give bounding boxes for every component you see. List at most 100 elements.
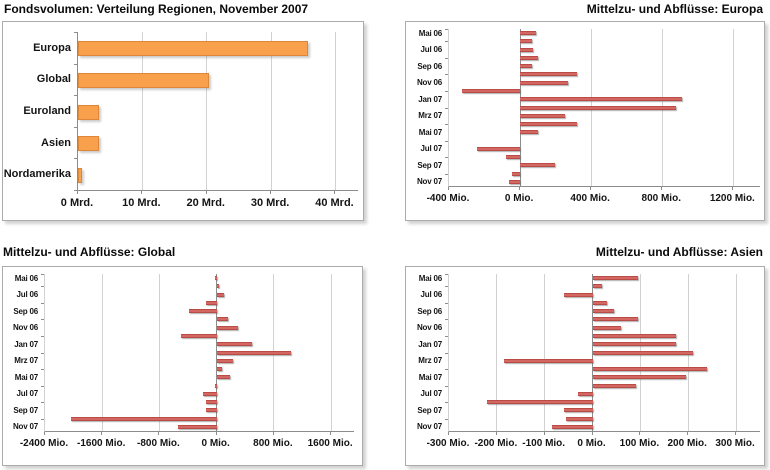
x-axis-tick-label: -800 Mio. — [137, 438, 180, 449]
x-axis-tick-mark — [77, 191, 78, 194]
y-axis-tick-mark — [445, 29, 448, 30]
x-axis-tick-mark — [448, 432, 449, 435]
plot-area — [448, 29, 760, 187]
y-axis-category-label: Jan 07 — [418, 339, 442, 349]
y-axis-tick-mark — [445, 385, 448, 387]
x-axis-tick-mark — [661, 187, 663, 190]
y-axis-category-label: Jan 07 — [14, 339, 38, 349]
y-axis-category-label: Sep 06 — [417, 306, 442, 316]
x-axis-tick-mark — [158, 432, 160, 435]
y-axis-tick-mark — [445, 90, 448, 92]
bar-aug-06 — [592, 300, 607, 305]
x-axis-tick-label: 1600 Mio. — [307, 438, 353, 449]
y-axis-category-label: Global — [36, 73, 71, 86]
bar-jun-06 — [592, 284, 603, 289]
x-axis-tick-label: 30 Mrd. — [250, 197, 290, 209]
y-axis-tick-mark — [445, 140, 448, 142]
x-axis-tick-label: -300 Mio. — [426, 438, 470, 449]
y-axis-category-label: Mai 07 — [418, 372, 442, 382]
bar-euroland — [78, 104, 99, 120]
y-axis-tick-mark — [445, 352, 448, 354]
bar-dez-06 — [462, 88, 521, 93]
y-axis-category-label: Nov 06 — [416, 323, 442, 333]
bar-sep-07 — [520, 163, 555, 168]
bar-aug-06 — [206, 300, 217, 305]
x-axis-tick-label: -400 Mio. — [426, 193, 470, 204]
x-axis-tick-label: -100 Mio. — [522, 438, 566, 449]
chart-panel: -2400 Mio. -1600 Mio. -800 Mio. 0 Mio. 800 M… — [2, 266, 363, 466]
bar-jul-06 — [216, 292, 224, 297]
bar-mrz-07 — [504, 358, 593, 363]
y-axis-category-label: Sep 07 — [417, 160, 442, 170]
y-axis-category-label: Mai 06 — [418, 28, 442, 38]
gridline — [735, 274, 737, 431]
bar-okt-07 — [512, 171, 521, 176]
bar-nov-07 — [551, 424, 593, 429]
y-axis-tick-mark — [41, 286, 44, 288]
y-axis-category-label: Jul 06 — [16, 290, 39, 300]
bar-jun-06 — [216, 284, 220, 289]
y-axis-tick-mark — [41, 385, 44, 387]
y-axis-tick-mark — [445, 302, 448, 304]
bar-mai-07 — [216, 375, 230, 380]
x-axis-tick-label: 800 Mio. — [641, 193, 681, 204]
x-axis-tick-label: 800 Mio. — [253, 438, 293, 449]
bar-feb-07 — [592, 350, 693, 355]
y-axis-tick-mark — [445, 41, 448, 43]
x-axis-tick-mark — [495, 432, 497, 435]
chart-panel: -400 Mio. 0 Mio. 400 Mio. 800 Mio. 1200 Mio.… — [405, 21, 765, 221]
x-axis-tick-label: -1600 Mio. — [77, 438, 126, 449]
x-axis-tick-label: 40 Mrd. — [315, 197, 354, 209]
bar-dez-06 — [592, 333, 677, 338]
y-axis-category-label: Nov 07 — [416, 177, 442, 187]
x-axis-tick-mark — [591, 432, 593, 435]
x-axis-tick-mark — [519, 187, 521, 190]
x-axis-tick-mark — [687, 432, 689, 435]
bar-sep-06 — [520, 64, 532, 69]
x-axis-tick-label: 300 Mio. — [715, 438, 755, 449]
chart-panel: 0 Mrd. 10 Mrd. 20 Mrd. 30 Mrd. 40 Mrd. Europa… — [2, 21, 364, 221]
bar-jun-07 — [592, 383, 636, 388]
y-axis-category-label: Nordamerika — [3, 168, 71, 181]
gridline — [158, 274, 160, 431]
chart-title: Mittelzu- und Abflüsse: Global — [3, 245, 176, 259]
gridline — [101, 274, 103, 431]
bar-nov-07 — [508, 179, 521, 184]
bar-sep-06 — [592, 309, 615, 314]
y-axis-category-label: Europa — [33, 41, 71, 54]
bar-jul-07 — [578, 391, 593, 396]
bar-jan-07 — [520, 97, 682, 102]
gridline — [206, 32, 208, 190]
bar-jan-07 — [216, 342, 253, 347]
bar-mai-06 — [214, 276, 217, 281]
x-axis-tick-label: 0 Mio. — [201, 438, 230, 449]
global-flows-chart: Mittelzu- und Abflüsse: Global -2400 Mio… — [0, 235, 385, 470]
y-axis-tick-mark — [445, 157, 448, 159]
gridline — [330, 274, 332, 431]
chart-title: Mittelzu- und Abflüsse: Europa — [586, 2, 763, 16]
bar-feb-07 — [216, 350, 291, 355]
bar-jun-06 — [520, 39, 532, 44]
bar-nordamerika — [78, 167, 82, 183]
y-axis-tick-mark — [445, 274, 448, 275]
plot-area — [44, 274, 354, 432]
bar-okt-07 — [71, 416, 217, 421]
fondsvolumen-chart: Fondsvolumen: Verteilung Regionen, Novem… — [0, 0, 385, 235]
bar-nov-06 — [216, 325, 238, 330]
x-axis-tick-label: 200 Mio. — [667, 438, 707, 449]
bar-okt-07 — [566, 416, 593, 421]
bar-apr-07 — [592, 367, 708, 372]
bar-mai-07 — [520, 130, 538, 135]
bar-mai-07 — [592, 375, 686, 380]
y-axis-category-label: Mai 06 — [418, 273, 442, 283]
y-axis-category-label: Jul 07 — [420, 144, 443, 154]
bar-jun-07 — [215, 383, 217, 388]
y-axis-category-label: Sep 07 — [417, 405, 442, 415]
x-axis-tick-label: 10 Mrd. — [122, 197, 161, 209]
y-axis-category-label: Nov 07 — [416, 422, 442, 432]
x-axis-tick-mark — [270, 191, 272, 194]
bar-feb-07 — [520, 105, 676, 110]
y-axis-tick-mark — [445, 335, 448, 337]
x-axis-tick-mark — [330, 432, 332, 435]
y-axis-tick-mark — [74, 126, 77, 128]
